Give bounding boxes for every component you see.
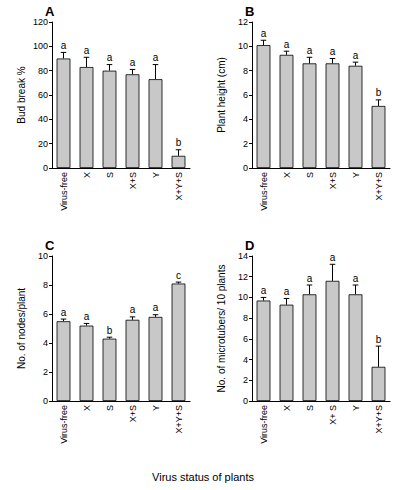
svg-text:A: A [45, 4, 55, 19]
svg-text:Plant height (cm): Plant height (cm) [216, 57, 227, 133]
svg-text:a: a [107, 52, 113, 63]
svg-text:X+ S: X+ S [328, 405, 338, 425]
svg-text:Bud break %: Bud break % [16, 66, 27, 123]
svg-text:8: 8 [43, 280, 48, 290]
svg-text:X: X [282, 405, 292, 411]
svg-text:Y: Y [151, 172, 161, 178]
svg-text:4: 4 [243, 355, 248, 365]
svg-text:X: X [82, 172, 92, 178]
svg-text:60: 60 [38, 90, 48, 100]
svg-text:S: S [105, 172, 115, 178]
svg-text:b: b [376, 334, 382, 345]
svg-text:S: S [305, 172, 315, 178]
svg-text:X: X [82, 405, 92, 411]
svg-text:a: a [353, 273, 359, 284]
svg-text:S: S [305, 405, 315, 411]
svg-text:X: X [282, 172, 292, 178]
svg-text:0: 0 [243, 163, 248, 173]
svg-text:b: b [176, 137, 182, 148]
svg-text:a: a [130, 304, 136, 315]
svg-text:a: a [153, 302, 159, 313]
svg-text:10: 10 [238, 292, 248, 302]
svg-text:a: a [153, 52, 159, 63]
svg-text:B: B [245, 4, 254, 19]
svg-text:12: 12 [238, 17, 248, 27]
svg-text:a: a [84, 45, 90, 56]
svg-text:X+S: X+S [128, 172, 138, 189]
svg-text:Virus status of plants: Virus status of plants [152, 471, 254, 483]
svg-text:X+S: X+S [128, 405, 138, 422]
svg-text:X+S: X+S [328, 172, 338, 189]
svg-text:6: 6 [243, 90, 248, 100]
svg-text:a: a [307, 273, 313, 284]
svg-text:100: 100 [33, 41, 48, 51]
svg-text:a: a [307, 45, 313, 56]
svg-text:2: 2 [243, 139, 248, 149]
svg-text:Virus-free: Virus-free [59, 405, 69, 444]
svg-text:a: a [284, 286, 290, 297]
svg-text:120: 120 [33, 17, 48, 27]
svg-text:Y: Y [351, 172, 361, 178]
svg-text:12: 12 [238, 272, 248, 282]
svg-text:40: 40 [38, 114, 48, 124]
svg-text:14: 14 [238, 251, 248, 261]
svg-text:a: a [261, 28, 267, 39]
svg-text:10: 10 [38, 251, 48, 261]
svg-text:6: 6 [243, 334, 248, 344]
svg-text:6: 6 [43, 309, 48, 319]
svg-text:No. of nodes/plant: No. of nodes/plant [16, 288, 27, 369]
svg-text:Y: Y [151, 405, 161, 411]
svg-text:S: S [105, 405, 115, 411]
svg-text:a: a [84, 311, 90, 322]
svg-text:80: 80 [38, 66, 48, 76]
svg-text:0: 0 [243, 396, 248, 406]
svg-text:2: 2 [243, 375, 248, 385]
svg-text:10: 10 [238, 41, 248, 51]
svg-text:X+Y+S: X+Y+S [174, 172, 184, 201]
svg-text:D: D [245, 238, 254, 253]
svg-text:4: 4 [243, 114, 248, 124]
svg-text:a: a [130, 57, 136, 68]
svg-text:a: a [353, 50, 359, 61]
svg-text:a: a [284, 39, 290, 50]
svg-text:0: 0 [43, 163, 48, 173]
svg-text:4: 4 [43, 338, 48, 348]
svg-text:a: a [261, 285, 267, 296]
svg-text:a: a [61, 307, 67, 318]
svg-text:Virus-free: Virus-free [259, 405, 269, 444]
svg-text:X+Y+S: X+Y+S [374, 172, 384, 201]
svg-text:8: 8 [243, 313, 248, 323]
svg-text:a: a [330, 46, 336, 57]
svg-text:2: 2 [43, 367, 48, 377]
svg-text:Virus-free: Virus-free [59, 172, 69, 211]
svg-text:b: b [107, 325, 113, 336]
svg-text:a: a [330, 252, 336, 263]
svg-text:0: 0 [43, 396, 48, 406]
svg-text:b: b [376, 87, 382, 98]
svg-text:Y: Y [351, 405, 361, 411]
svg-text:C: C [45, 238, 55, 253]
svg-text:8: 8 [243, 66, 248, 76]
svg-text:Virus-free: Virus-free [259, 172, 269, 211]
svg-text:c: c [176, 270, 181, 281]
svg-text:X+Y+S: X+Y+S [174, 405, 184, 434]
svg-text:20: 20 [38, 139, 48, 149]
svg-text:a: a [61, 40, 67, 51]
svg-text:X+Y+S: X+Y+S [374, 405, 384, 434]
svg-text:No. of microtubers/ 10 plants: No. of microtubers/ 10 plants [216, 265, 227, 393]
